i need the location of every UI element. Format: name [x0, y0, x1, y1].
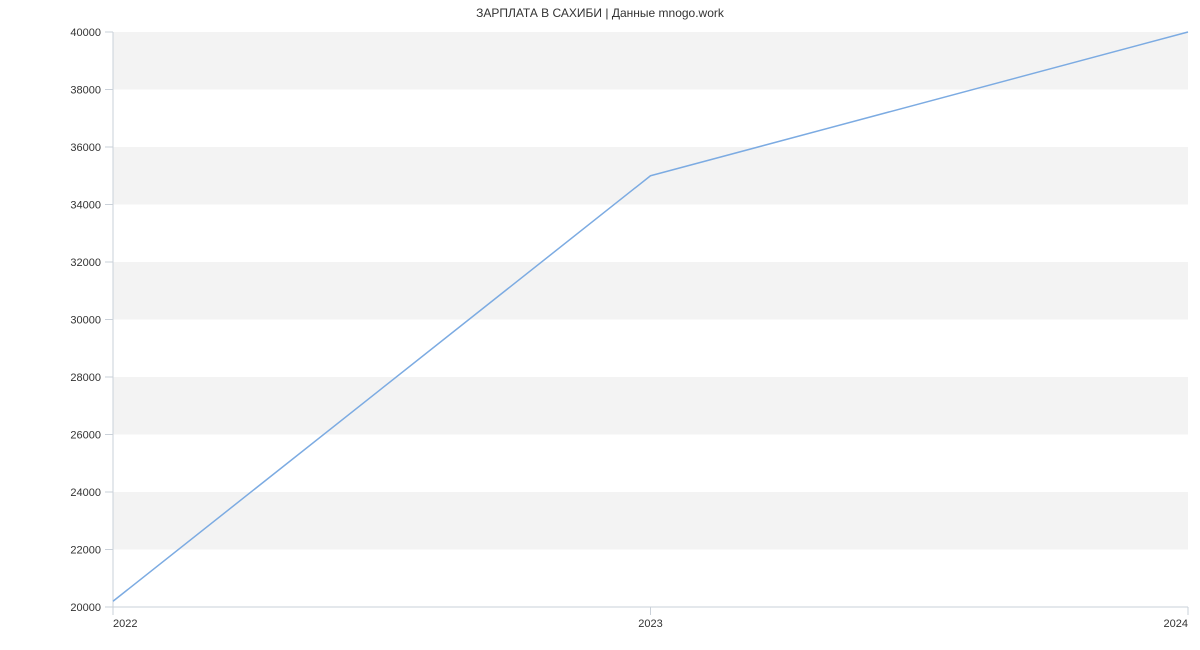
svg-text:2022: 2022 [113, 618, 137, 630]
svg-text:26000: 26000 [70, 430, 101, 442]
svg-text:34000: 34000 [70, 200, 101, 212]
salary-chart: ЗАРПЛАТА В САХИБИ | Данные mnogo.work 20… [0, 0, 1200, 650]
svg-text:32000: 32000 [70, 257, 101, 269]
svg-text:40000: 40000 [70, 27, 101, 39]
svg-text:36000: 36000 [70, 142, 101, 154]
svg-text:2024: 2024 [1164, 618, 1188, 630]
chart-svg: 20000 22000 24000 26000 28000 30000 32000 34000… [0, 0, 1200, 650]
svg-text:2023: 2023 [638, 618, 662, 630]
svg-text:20000: 20000 [70, 602, 101, 614]
svg-text:38000: 38000 [70, 85, 101, 97]
svg-text:28000: 28000 [70, 372, 101, 384]
svg-text:22000: 22000 [70, 545, 101, 557]
svg-text:24000: 24000 [70, 487, 101, 499]
svg-text:30000: 30000 [70, 315, 101, 327]
